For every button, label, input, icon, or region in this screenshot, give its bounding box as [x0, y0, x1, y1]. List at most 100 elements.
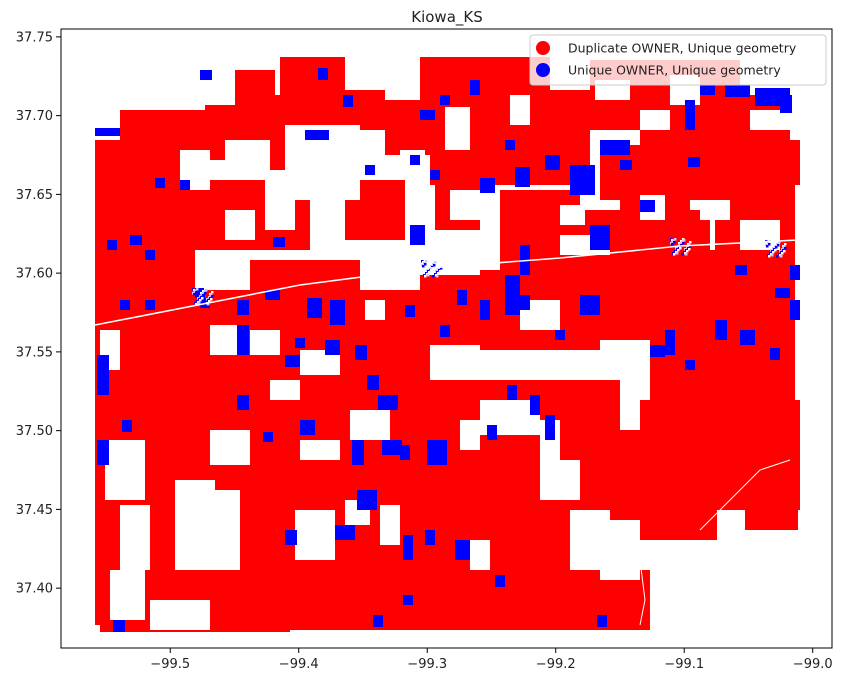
- parcel-unique: [430, 170, 440, 180]
- parcel-unique: [378, 395, 398, 410]
- parcel-unique: [597, 615, 607, 627]
- parcel-unique: [425, 530, 435, 545]
- town-parcel: [774, 249, 777, 252]
- parcel-unique: [373, 615, 383, 627]
- parcel-unique: [343, 95, 353, 107]
- town-parcel: [776, 255, 779, 258]
- y-tick-label: 37.55: [16, 345, 53, 360]
- y-tick-label: 37.70: [16, 109, 53, 124]
- parcel-unique: [265, 290, 280, 300]
- town-parcel: [768, 255, 771, 258]
- town-parcel: [772, 251, 775, 254]
- parcel-duplicate: [645, 510, 717, 540]
- town-parcel: [211, 295, 214, 298]
- parcel-unique: [780, 95, 792, 113]
- empty-area: [390, 265, 415, 290]
- empty-area: [510, 95, 530, 125]
- town-parcel: [433, 264, 436, 267]
- parcel-unique: [640, 200, 655, 212]
- empty-area: [225, 210, 255, 240]
- parcel-unique: [570, 165, 595, 195]
- empty-area: [350, 410, 390, 440]
- creek-line: [699, 459, 791, 531]
- parcel-unique: [300, 420, 315, 435]
- empty-area: [270, 380, 300, 400]
- parcel-unique: [263, 432, 273, 442]
- parcel-unique: [95, 128, 120, 136]
- parcel-unique: [410, 225, 425, 245]
- parcel-unique: [155, 178, 165, 188]
- parcel-unique: [400, 445, 410, 460]
- empty-area: [470, 540, 490, 570]
- town-parcel: [766, 245, 769, 248]
- town-parcel: [778, 241, 781, 244]
- parcel-duplicate: [700, 140, 800, 185]
- town-parcel: [436, 275, 439, 278]
- parcel-map: [94, 57, 800, 632]
- town-parcel: [781, 252, 784, 255]
- town-parcel: [784, 243, 787, 246]
- town-parcel: [683, 239, 686, 242]
- parcel-duplicate: [700, 380, 795, 440]
- empty-area: [420, 185, 435, 235]
- y-tick-label: 37.75: [16, 30, 53, 45]
- x-tick-label: −99.3: [407, 657, 447, 672]
- town-parcel: [780, 255, 783, 258]
- parcel-duplicate: [560, 240, 700, 340]
- empty-area: [360, 130, 385, 160]
- parcel-unique: [520, 295, 530, 310]
- town-parcel: [686, 250, 689, 253]
- parcel-unique: [507, 385, 517, 400]
- empty-area: [210, 490, 240, 570]
- parcel-unique: [145, 250, 155, 260]
- empty-area: [560, 205, 585, 225]
- parcel-unique: [365, 165, 375, 175]
- town-parcel: [768, 243, 771, 246]
- town-parcel: [208, 300, 211, 303]
- town-parcel: [671, 243, 674, 246]
- town-parcel: [685, 253, 688, 256]
- parcel-unique: [420, 110, 435, 120]
- parcel-unique: [405, 305, 415, 317]
- legend: Duplicate OWNER, Unique geometry Unique O…: [529, 34, 827, 86]
- y-tick-label: 37.60: [16, 267, 53, 282]
- parcel-unique: [440, 95, 450, 105]
- parcel-unique: [427, 440, 447, 465]
- parcel-unique: [470, 80, 480, 95]
- empty-area: [265, 170, 295, 230]
- map-title: Kiowa_KS: [411, 8, 483, 27]
- town-parcel: [432, 275, 435, 278]
- empty-area: [210, 325, 240, 355]
- parcel-unique: [505, 275, 520, 315]
- parcel-unique: [410, 155, 420, 165]
- parcel-unique: [685, 360, 695, 370]
- parcel-duplicate: [430, 590, 510, 625]
- parcel-unique: [555, 330, 565, 340]
- empty-area: [295, 510, 335, 560]
- empty-area: [150, 600, 210, 630]
- parcel-unique: [200, 70, 212, 80]
- y-tick-label: 37.65: [16, 188, 53, 203]
- parcel-unique: [735, 265, 747, 275]
- parcel-duplicate: [95, 250, 175, 340]
- empty-area: [640, 540, 700, 570]
- parcel-unique: [237, 325, 249, 355]
- x-tick-label: −99.5: [150, 657, 190, 672]
- town-parcel: [440, 263, 443, 266]
- empty-area: [175, 480, 215, 570]
- parcel-unique: [295, 338, 305, 348]
- empty-area: [480, 190, 495, 240]
- parcel-unique: [725, 85, 750, 97]
- parcel-unique: [325, 340, 340, 355]
- town-parcel: [681, 253, 684, 256]
- parcel-unique: [530, 395, 540, 415]
- town-parcel: [673, 241, 676, 244]
- town-parcel: [427, 274, 430, 277]
- town-parcel: [422, 265, 425, 268]
- town-parcel: [784, 247, 787, 250]
- highway-line: [94, 239, 799, 326]
- town-parcel: [771, 254, 774, 257]
- empty-area: [105, 440, 145, 500]
- parcel-unique: [790, 265, 800, 280]
